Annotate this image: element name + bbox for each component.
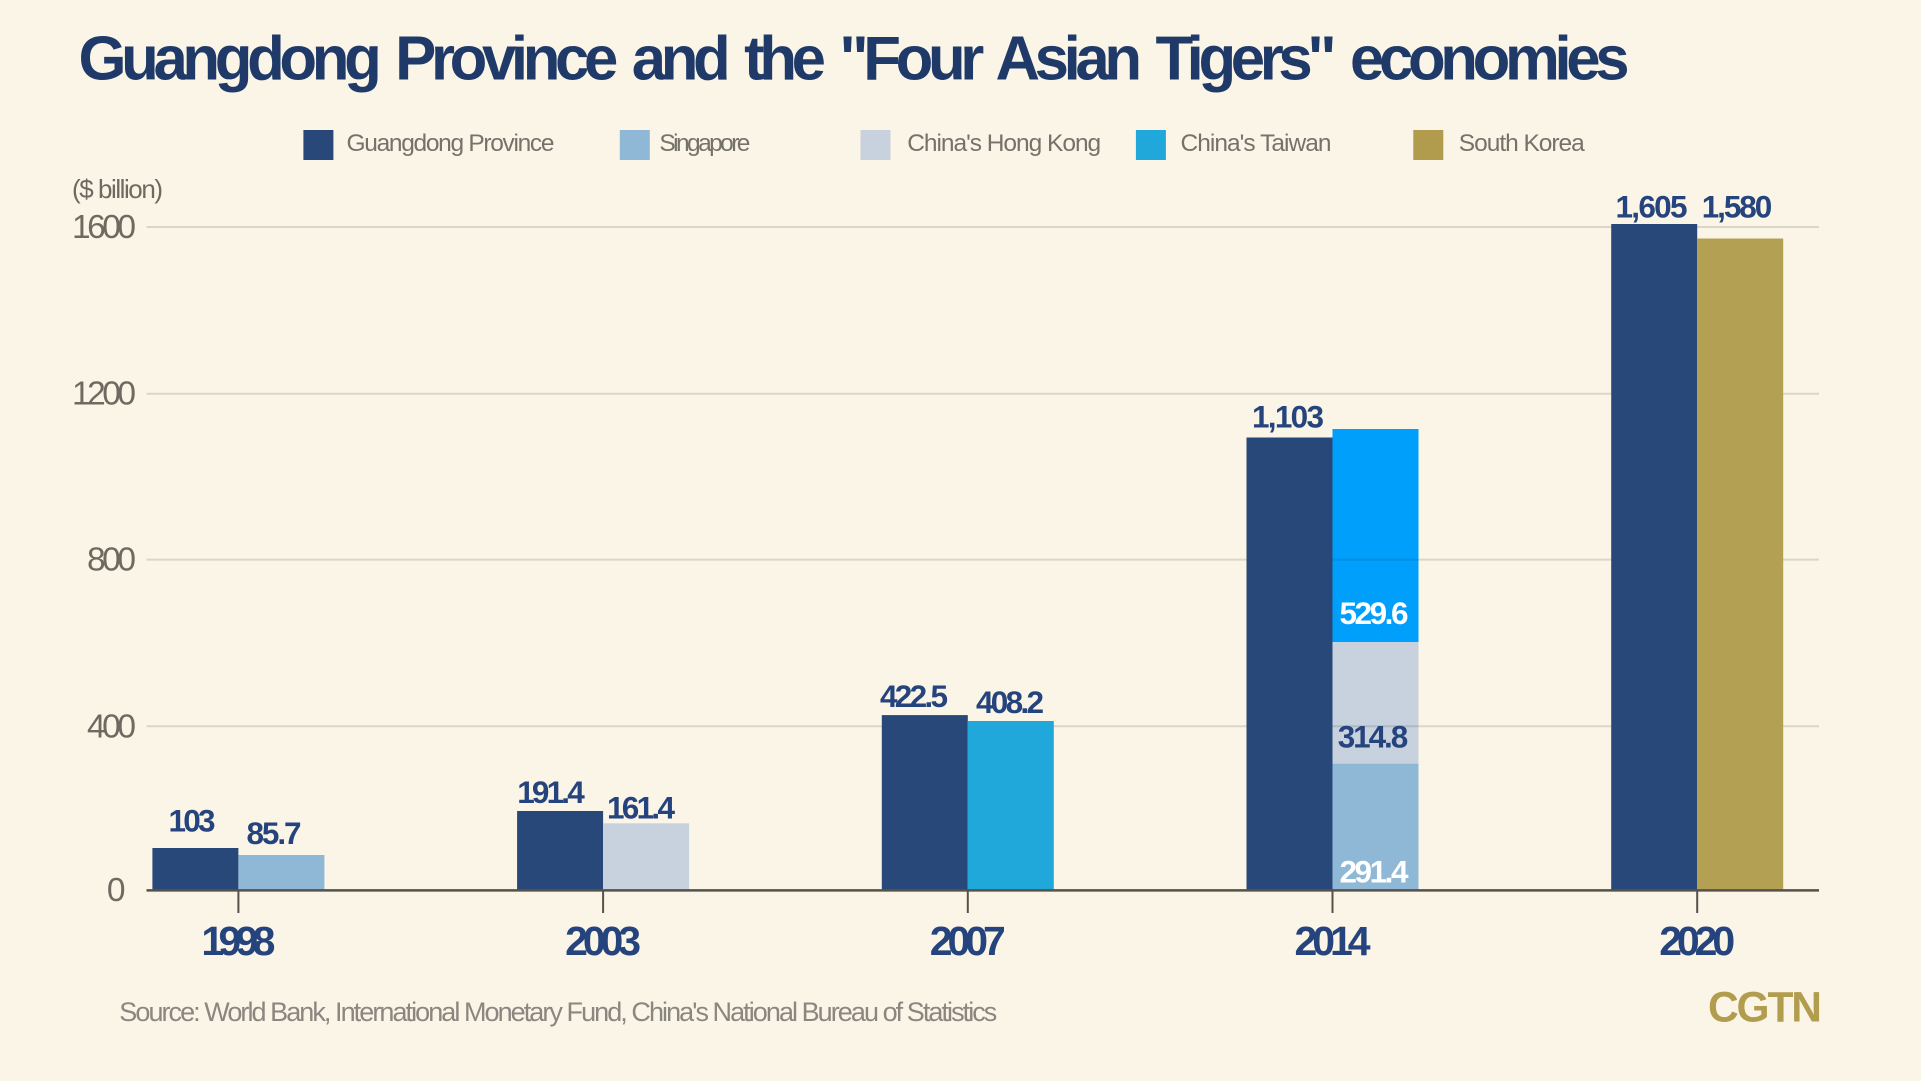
- svg-text:South Korea: South Korea: [1459, 130, 1585, 157]
- svg-text:2003: 2003: [565, 918, 641, 964]
- svg-text:400: 400: [87, 708, 136, 745]
- svg-text:Singapore: Singapore: [659, 130, 750, 157]
- svg-text:1,580: 1,580: [1702, 188, 1773, 224]
- svg-text:2014: 2014: [1295, 918, 1371, 964]
- svg-text:1600: 1600: [72, 209, 136, 246]
- svg-text:529.6: 529.6: [1340, 595, 1409, 631]
- svg-text:800: 800: [87, 542, 136, 579]
- svg-text:85.7: 85.7: [247, 815, 302, 851]
- svg-text:CGTN: CGTN: [1708, 984, 1822, 1031]
- svg-text:Guangdong Province and the "Fo: Guangdong Province and the "Four Asian T…: [79, 25, 1630, 94]
- svg-text:314.8: 314.8: [1338, 719, 1409, 755]
- svg-text:103: 103: [169, 803, 216, 839]
- svg-text:0: 0: [107, 872, 126, 909]
- svg-text:2007: 2007: [930, 918, 1006, 964]
- svg-text:2020: 2020: [1659, 918, 1735, 964]
- svg-text:Guangdong Province: Guangdong Province: [347, 130, 555, 157]
- svg-text:161.4: 161.4: [607, 790, 675, 826]
- svg-text:1,605: 1,605: [1616, 188, 1688, 224]
- svg-text:1998: 1998: [201, 918, 275, 964]
- svg-text:Source: World Bank, Internatio: Source: World Bank, International Moneta…: [119, 997, 997, 1027]
- svg-text:408.2: 408.2: [976, 684, 1044, 720]
- svg-text:1,103: 1,103: [1252, 399, 1324, 435]
- svg-text:($ billion): ($ billion): [72, 174, 163, 204]
- svg-text:422.5: 422.5: [880, 678, 948, 714]
- svg-text:China's Taiwan: China's Taiwan: [1181, 130, 1332, 157]
- svg-text:191.4: 191.4: [517, 774, 585, 810]
- svg-text:China's Hong Kong: China's Hong Kong: [907, 130, 1101, 157]
- svg-text:1200: 1200: [72, 376, 136, 413]
- svg-text:291.4: 291.4: [1340, 854, 1409, 890]
